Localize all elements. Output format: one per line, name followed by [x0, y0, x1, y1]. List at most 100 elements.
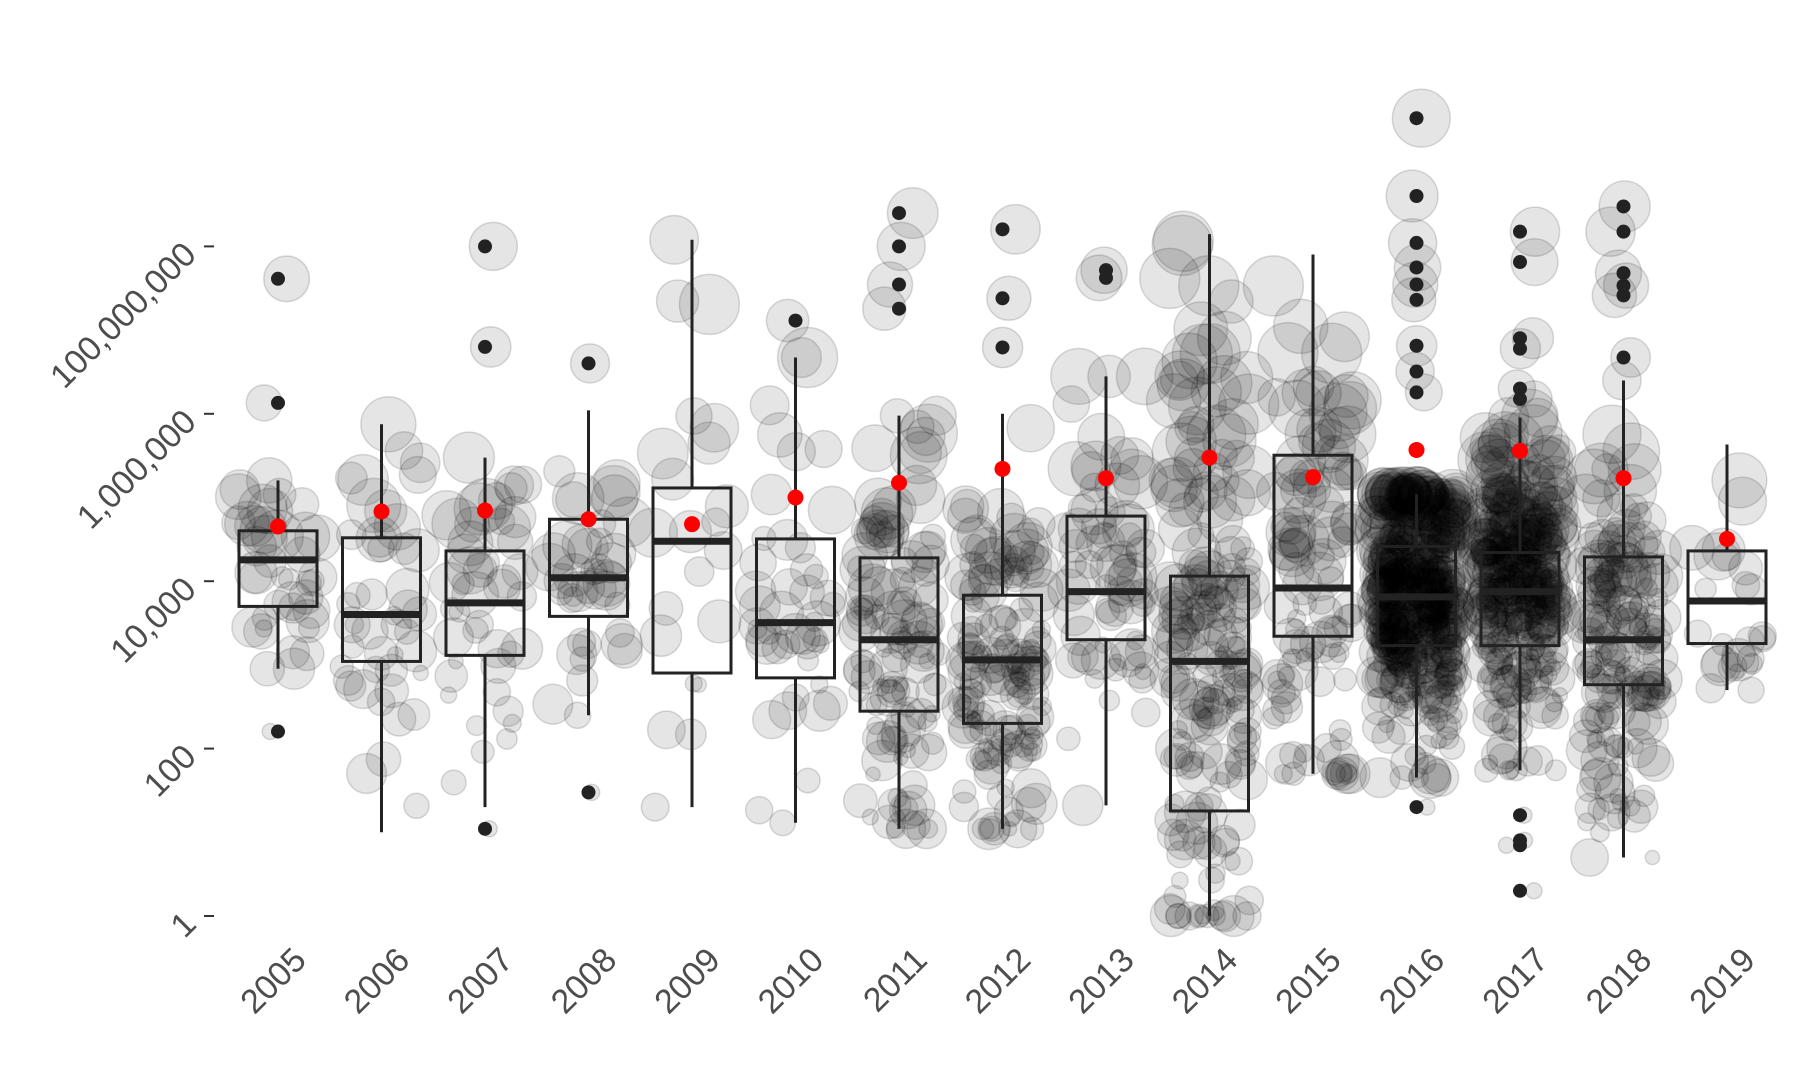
data-point [1433, 509, 1464, 539]
data-point [1424, 679, 1462, 717]
data-point [905, 416, 946, 457]
data-point [1152, 210, 1215, 272]
data-point [1382, 524, 1410, 552]
data-point [1231, 557, 1262, 587]
data-point [1178, 680, 1221, 722]
data-point [1391, 628, 1412, 650]
data-point [1388, 565, 1437, 613]
data-point [992, 634, 1020, 661]
data-point [1165, 902, 1192, 930]
data-point [1695, 672, 1727, 704]
data-point [1400, 540, 1440, 581]
data-point [1410, 547, 1435, 572]
data-point [1159, 360, 1199, 400]
data-point [1174, 741, 1205, 773]
data-point [1711, 452, 1768, 509]
data-point [1480, 459, 1530, 509]
data-point [770, 567, 809, 606]
data-point [803, 563, 829, 590]
data-point [502, 713, 522, 733]
data-point [1479, 667, 1498, 686]
data-point [1425, 616, 1461, 651]
data-point [1180, 613, 1200, 634]
data-point [1605, 733, 1630, 759]
data-point [1173, 301, 1229, 357]
data-point [1403, 605, 1443, 645]
data-point [1017, 554, 1045, 582]
outlier-point [1409, 235, 1424, 250]
data-point [1434, 472, 1478, 516]
data-point [1523, 599, 1570, 646]
data-point [1626, 520, 1662, 556]
data-point [655, 279, 700, 323]
data-point [999, 676, 1034, 711]
data-point [809, 579, 847, 617]
data-point [566, 527, 610, 570]
data-point [903, 530, 946, 574]
data-point [1419, 502, 1471, 554]
data-point [1257, 321, 1319, 384]
data-point [1426, 609, 1449, 632]
data-point [1281, 368, 1330, 417]
data-point [421, 489, 472, 541]
data-point [1221, 697, 1239, 715]
data-point [1194, 903, 1220, 929]
data-point [1387, 472, 1432, 516]
data-point [1527, 561, 1552, 586]
data-point [1057, 507, 1101, 550]
data-point [1163, 884, 1187, 909]
data-point [1386, 475, 1425, 513]
data-point [1389, 765, 1415, 791]
data-point [1388, 677, 1423, 712]
data-point [1473, 757, 1500, 783]
data-point [845, 594, 878, 627]
data-point [355, 578, 388, 611]
data-point [1389, 655, 1411, 677]
data-point [911, 544, 950, 584]
data-point [861, 721, 896, 756]
data-point [1220, 851, 1241, 872]
data-point [245, 457, 293, 504]
data-point [972, 636, 1010, 674]
data-point [439, 686, 458, 704]
data-point [462, 552, 498, 588]
data-point [1324, 756, 1360, 792]
x-tick-label: 2011 [856, 941, 935, 1020]
outlier-point [788, 313, 803, 328]
data-point [398, 455, 437, 495]
data-point [769, 809, 797, 837]
data-point [1369, 472, 1415, 519]
data-point [1357, 486, 1401, 530]
data-point [865, 766, 881, 783]
data-point [557, 571, 599, 613]
data-point [1329, 753, 1371, 795]
data-point [346, 477, 402, 534]
data-point [1174, 901, 1204, 931]
data-point [1393, 475, 1450, 532]
data-point [810, 634, 830, 654]
data-point [1307, 500, 1357, 550]
data-point [802, 626, 829, 653]
outlier-point [1409, 338, 1424, 353]
data-point [500, 627, 544, 670]
data-point [998, 732, 1024, 758]
data-point [214, 473, 262, 521]
data-point [1410, 568, 1459, 617]
data-point [1209, 475, 1256, 522]
data-point [1212, 894, 1255, 938]
data-point [876, 670, 909, 703]
data-point [1429, 634, 1465, 670]
mean-marker [1719, 530, 1735, 547]
outlier-point [1409, 189, 1424, 204]
data-point [1380, 611, 1423, 654]
data-point [890, 539, 934, 584]
data-point [894, 733, 930, 770]
data-point [864, 604, 890, 630]
mean-marker [270, 518, 286, 535]
data-point [1529, 491, 1567, 529]
data-point [1010, 768, 1052, 809]
data-point [804, 429, 843, 469]
data-point [1405, 533, 1439, 566]
data-point [254, 619, 274, 638]
data-point [1526, 436, 1571, 481]
